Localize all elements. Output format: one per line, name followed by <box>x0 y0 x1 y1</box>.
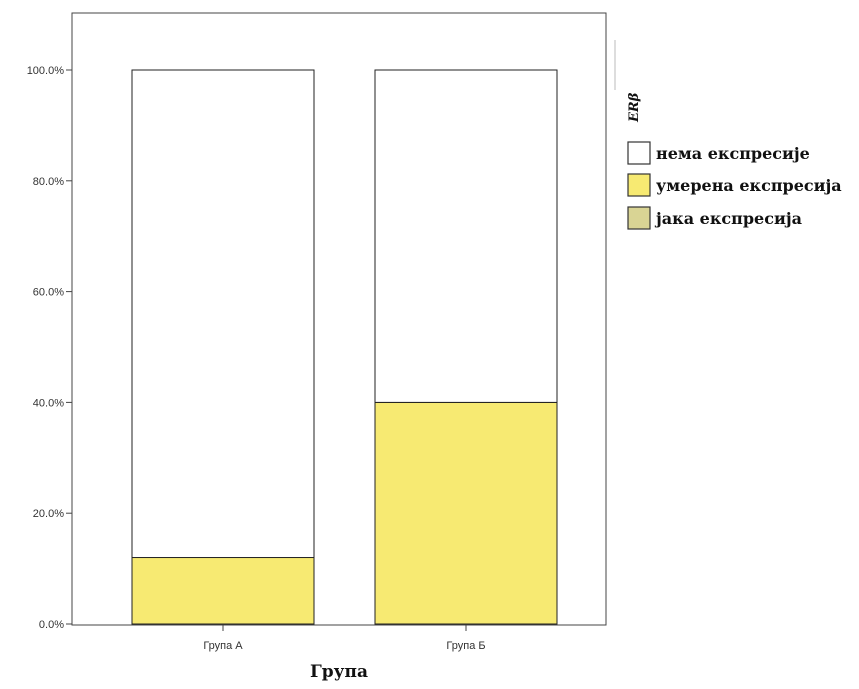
legend-title: ERβ <box>627 92 642 123</box>
y-tick-label: 100.0% <box>27 65 65 77</box>
bars <box>131 69 558 625</box>
y-tick-label: 80.0% <box>33 176 64 188</box>
legend-label: умерена експресија <box>656 176 842 195</box>
x-tick-label: Група Б <box>446 640 485 652</box>
legend: нема експресије умерена експресија јака ек… <box>627 141 842 230</box>
y-axis: 0.0% 20.0% 40.0% 60.0% 80.0% 100.0% <box>27 65 72 631</box>
legend-swatch <box>627 206 651 230</box>
x-tick-label: Група А <box>203 640 243 652</box>
y-tick-label: 0.0% <box>39 619 64 631</box>
bar-segment <box>374 69 558 403</box>
bar-segment <box>131 557 315 625</box>
y-tick-label: 20.0% <box>33 508 64 520</box>
y-tick-label: 60.0% <box>33 287 64 299</box>
legend-label: јака експресија <box>654 209 802 228</box>
plot-frame <box>71 12 607 626</box>
x-axis-title: Група <box>310 662 368 682</box>
bar-segment <box>374 401 558 625</box>
legend-swatch <box>627 141 651 165</box>
y-tick-label: 40.0% <box>33 397 64 409</box>
x-axis: Група А Група Б <box>203 625 486 652</box>
legend-label: нема експресије <box>656 144 810 163</box>
bar-segment <box>131 69 315 559</box>
legend-swatch <box>627 173 651 197</box>
